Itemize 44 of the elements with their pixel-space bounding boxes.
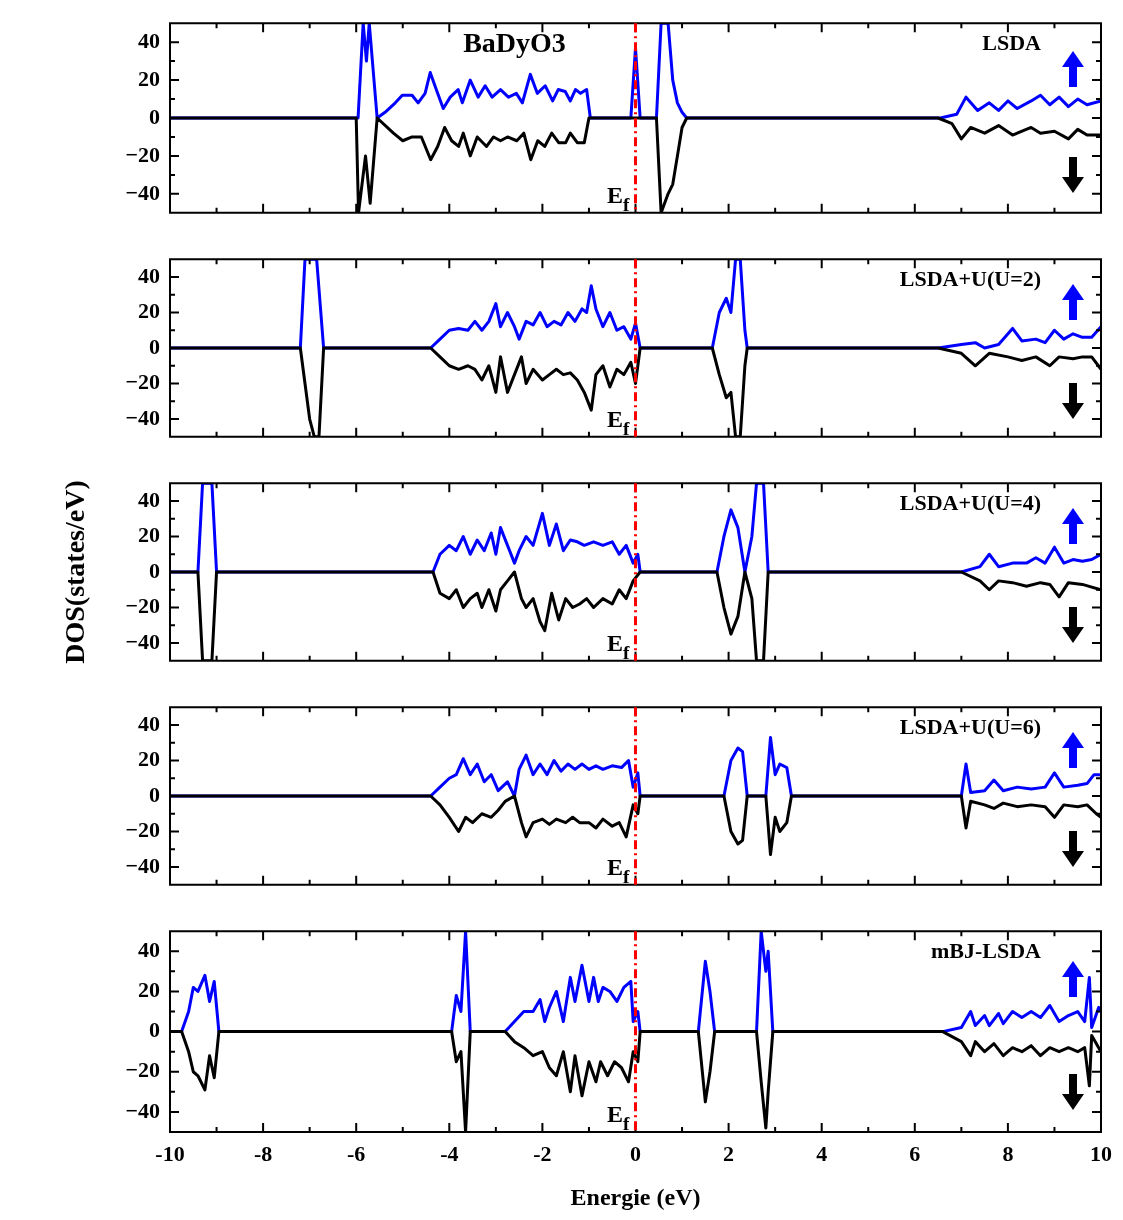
y-tick-label: 40 (138, 27, 160, 53)
y-tick-label: 20 (138, 65, 160, 91)
chart-title: mBJ-LSDA (930, 937, 1042, 963)
y-tick-label: −40 (125, 628, 160, 654)
y-tick-label: 20 (138, 522, 160, 548)
y-tick-label: −20 (125, 817, 160, 843)
annotation: BaDyO3 (463, 27, 566, 59)
y-tick-label: −20 (125, 141, 160, 167)
x-tick-label: 6 (909, 1140, 921, 1166)
y-tick-label: −40 (125, 404, 160, 430)
y-tick-label: −20 (125, 1057, 160, 1083)
y-tick-label: −40 (125, 852, 160, 878)
y-tick-label: 0 (149, 103, 160, 129)
y-tick-label: 40 (138, 486, 160, 512)
x-tick-label: 8 (1002, 1140, 1014, 1166)
y-tick-label: −20 (125, 369, 160, 395)
y-tick-label: 20 (138, 746, 160, 772)
y-tick-label: 40 (138, 710, 160, 736)
chart-title: LSDA+U(U=2) (899, 265, 1041, 291)
y-tick-label: 20 (138, 977, 160, 1003)
x-tick-label: -6 (347, 1140, 366, 1166)
y-tick-label: 0 (149, 1017, 160, 1043)
x-tick-label: -4 (440, 1140, 459, 1166)
x-tick-label: 4 (816, 1140, 828, 1166)
y-tick-label: 0 (149, 781, 160, 807)
x-tick-label: -2 (533, 1140, 552, 1166)
y-tick-label: −40 (125, 1097, 160, 1123)
x-tick-label: 10 (1090, 1140, 1112, 1166)
y-tick-label: −40 (125, 179, 160, 205)
y-tick-label: 40 (138, 936, 160, 962)
y-tick-label: −20 (125, 593, 160, 619)
x-axis-title: Energie (eV) (570, 1183, 701, 1210)
y-tick-label: 0 (149, 333, 160, 359)
chart-title: LSDA+U(U=6) (899, 713, 1041, 739)
y-tick-label: 20 (138, 298, 160, 324)
x-tick-label: -10 (155, 1140, 185, 1166)
chart-title: LSDA (982, 29, 1042, 55)
x-tick-label: -8 (253, 1140, 273, 1166)
y-axis-title: DOS(states/eV) (59, 480, 91, 664)
y-tick-label: 0 (149, 557, 160, 583)
x-tick-label: 2 (723, 1140, 735, 1166)
x-tick-label: 0 (630, 1140, 641, 1166)
y-tick-label: 40 (138, 262, 160, 288)
chart-title: LSDA+U(U=4) (899, 489, 1041, 515)
